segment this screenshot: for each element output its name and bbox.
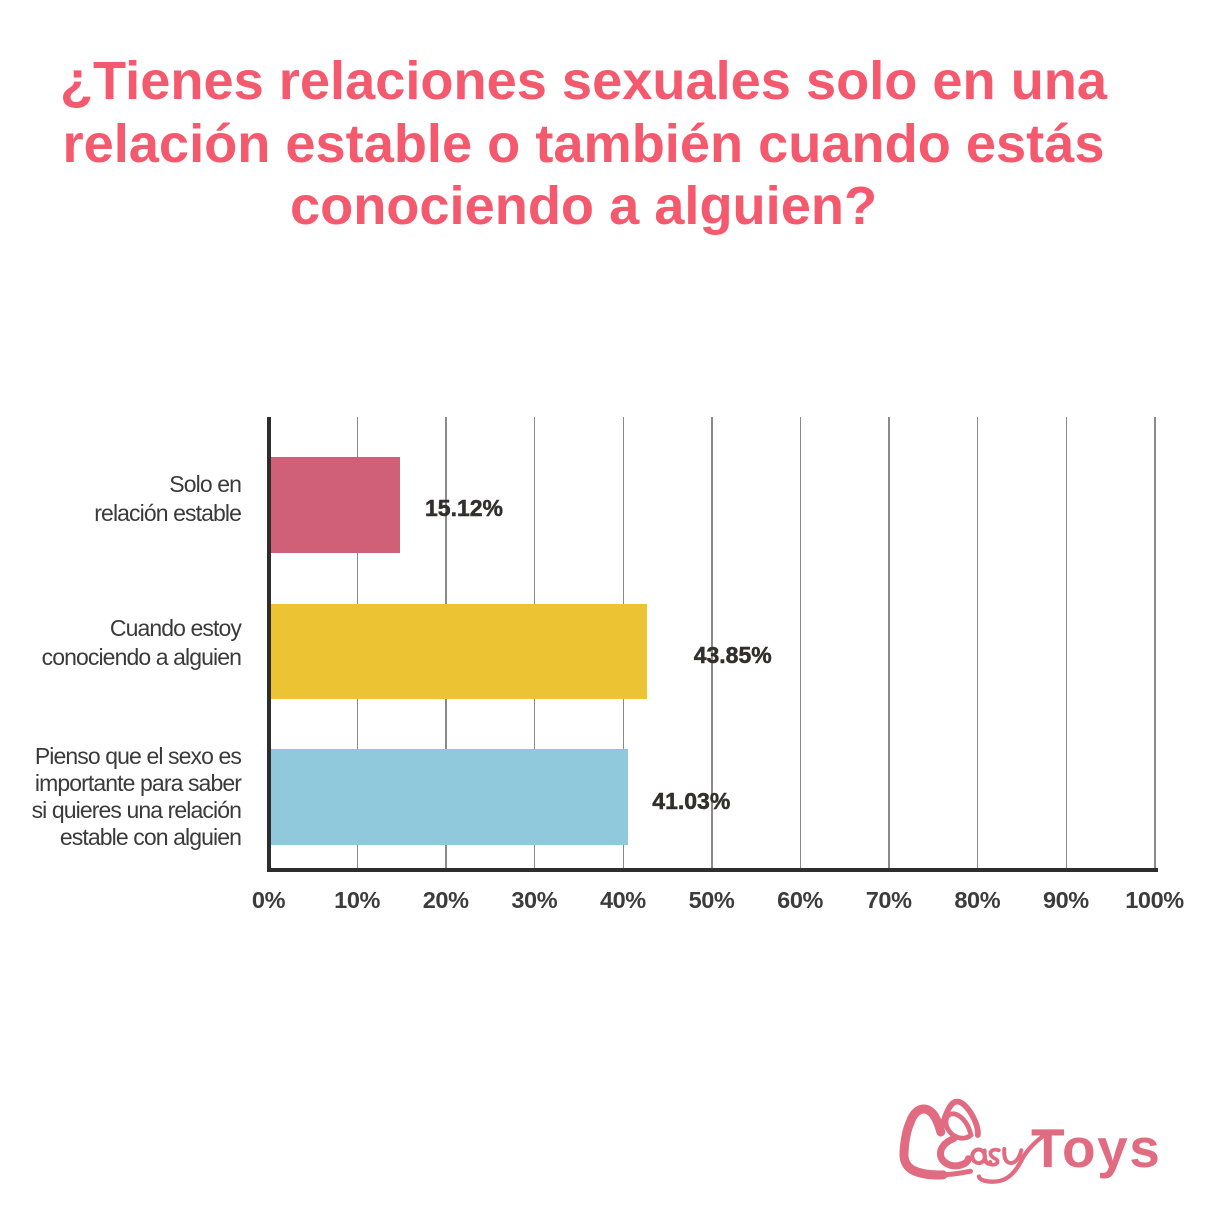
- svg-text:Toys: Toys: [1031, 1117, 1161, 1179]
